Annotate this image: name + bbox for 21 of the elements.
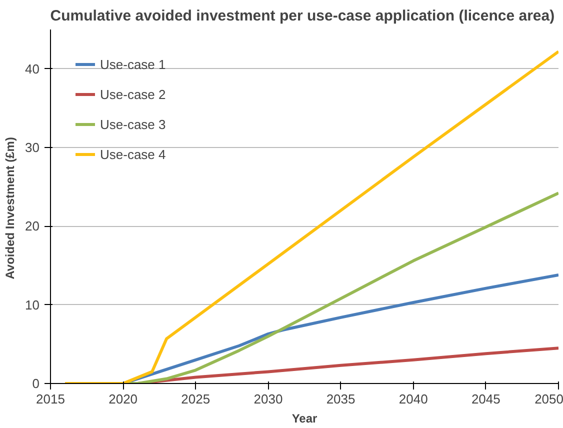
y-tick-label: 10 (25, 297, 40, 312)
x-tick-label: 2050 (534, 392, 563, 406)
y-tick-label: 0 (32, 376, 40, 391)
x-tick-label: 2045 (471, 392, 500, 406)
legend-label: Use-case 2 (100, 86, 166, 102)
x-tick-label: 2040 (398, 392, 428, 406)
x-tick-label: 2025 (181, 392, 210, 406)
x-tick-label: 2030 (254, 392, 283, 406)
legend-label: Use-case 3 (100, 116, 166, 132)
y-tick-label: 30 (25, 140, 40, 155)
x-tick-label: 2035 (326, 392, 356, 406)
y-tick-label: 20 (25, 218, 40, 234)
chart-title: Cumulative avoided investment per use-case application (licence area) (50, 8, 555, 24)
y-tick-label: 40 (25, 61, 40, 76)
x-axis-title: Year (292, 412, 318, 426)
x-tick-label: 2015 (36, 392, 65, 406)
line-series (64, 50, 558, 384)
legend-label: Use-case 4 (100, 146, 166, 162)
x-tick-label: 2020 (108, 392, 138, 406)
y-axis-title: Avoided Investment (£m) (3, 137, 18, 280)
legend-label: Use-case 1 (100, 56, 166, 72)
